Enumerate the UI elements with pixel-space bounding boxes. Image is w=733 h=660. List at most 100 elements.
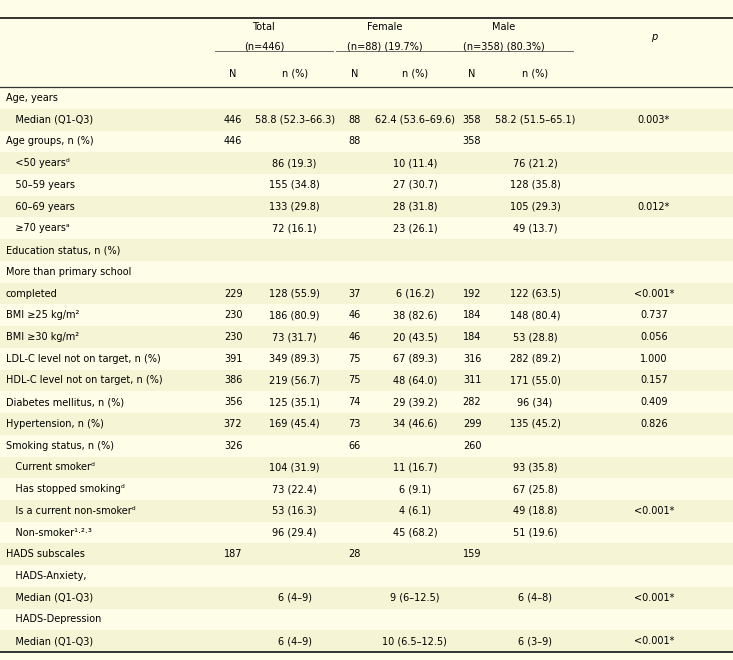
Text: 66: 66	[349, 441, 361, 451]
Text: 0.056: 0.056	[640, 332, 668, 342]
Text: 230: 230	[224, 310, 243, 320]
Text: 73 (22.4): 73 (22.4)	[272, 484, 317, 494]
Text: 0.409: 0.409	[640, 397, 668, 407]
Text: 53 (16.3): 53 (16.3)	[273, 506, 317, 516]
Text: 75: 75	[348, 376, 361, 385]
Bar	[0, 413, 733, 435]
Text: 316: 316	[463, 354, 482, 364]
Bar	[0, 478, 733, 500]
Text: 0.737: 0.737	[640, 310, 668, 320]
Text: 6 (16.2): 6 (16.2)	[396, 288, 434, 298]
Text: 446: 446	[224, 115, 243, 125]
Bar	[0, 348, 733, 370]
Text: 386: 386	[224, 376, 243, 385]
Text: 9 (6–12.5): 9 (6–12.5)	[390, 593, 440, 603]
Text: More than primary school: More than primary school	[6, 267, 131, 277]
Text: 60–69 years: 60–69 years	[6, 202, 75, 212]
Text: 187: 187	[224, 549, 243, 559]
Text: Is a current non-smokerᵈ: Is a current non-smokerᵈ	[6, 506, 136, 516]
Text: N: N	[229, 69, 237, 79]
Text: 86 (19.3): 86 (19.3)	[273, 158, 317, 168]
Text: HADS-Depression: HADS-Depression	[6, 614, 101, 624]
Bar	[0, 391, 733, 413]
Bar	[0, 109, 733, 131]
Text: 38 (82.6): 38 (82.6)	[393, 310, 437, 320]
Text: N: N	[468, 69, 476, 79]
Bar	[0, 152, 733, 174]
Text: Hypertension, n (%): Hypertension, n (%)	[6, 419, 104, 429]
Text: 184: 184	[463, 332, 482, 342]
Text: Median (Q1-Q3): Median (Q1-Q3)	[6, 636, 93, 646]
Text: 128 (35.8): 128 (35.8)	[509, 180, 561, 190]
Text: 125 (35.1): 125 (35.1)	[269, 397, 320, 407]
Text: <0.001*: <0.001*	[633, 506, 674, 516]
Text: Total: Total	[252, 22, 276, 32]
Text: Median (Q1-Q3): Median (Q1-Q3)	[6, 593, 93, 603]
Text: 76 (21.2): 76 (21.2)	[512, 158, 558, 168]
Text: 148 (80.4): 148 (80.4)	[510, 310, 560, 320]
Text: 326: 326	[224, 441, 243, 451]
Bar	[0, 435, 733, 457]
Text: LDL-C level not on target, n (%): LDL-C level not on target, n (%)	[6, 354, 161, 364]
Text: completed: completed	[6, 288, 58, 298]
Text: 46: 46	[349, 332, 361, 342]
Text: Diabetes mellitus, n (%): Diabetes mellitus, n (%)	[6, 397, 124, 407]
Text: 260: 260	[463, 441, 482, 451]
Text: 349 (89.3): 349 (89.3)	[270, 354, 320, 364]
Text: 88: 88	[349, 115, 361, 125]
Bar	[0, 521, 733, 543]
Text: Has stopped smokingᵈ: Has stopped smokingᵈ	[6, 484, 125, 494]
Text: 159: 159	[463, 549, 482, 559]
Text: 282: 282	[463, 397, 482, 407]
Text: 356: 356	[224, 397, 243, 407]
Text: ≥70 yearsᵃ: ≥70 yearsᵃ	[6, 223, 70, 234]
Bar	[0, 587, 733, 609]
Text: 1.000: 1.000	[640, 354, 668, 364]
Bar	[0, 609, 733, 630]
Text: 96 (34): 96 (34)	[517, 397, 553, 407]
Text: 0.157: 0.157	[640, 376, 668, 385]
Text: 67 (89.3): 67 (89.3)	[393, 354, 437, 364]
Text: 0.003*: 0.003*	[638, 115, 670, 125]
Bar	[0, 457, 733, 478]
Text: 62.4 (53.6–69.6): 62.4 (53.6–69.6)	[375, 115, 455, 125]
Text: 29 (39.2): 29 (39.2)	[393, 397, 437, 407]
Text: Male: Male	[492, 22, 515, 32]
Text: n (%): n (%)	[281, 69, 308, 79]
Text: 105 (29.3): 105 (29.3)	[509, 202, 561, 212]
Text: 372: 372	[224, 419, 243, 429]
Bar	[0, 326, 733, 348]
Text: 88: 88	[349, 137, 361, 147]
Bar	[0, 196, 733, 218]
Text: 104 (31.9): 104 (31.9)	[270, 463, 320, 473]
Text: 391: 391	[224, 354, 243, 364]
Text: 311: 311	[463, 376, 482, 385]
Text: HADS subscales: HADS subscales	[6, 549, 85, 559]
Text: Age groups, n (%): Age groups, n (%)	[6, 137, 94, 147]
Text: BMI ≥30 kg/m²: BMI ≥30 kg/m²	[6, 332, 79, 342]
Bar	[0, 565, 733, 587]
Text: 23 (26.1): 23 (26.1)	[393, 223, 437, 234]
Text: 73: 73	[349, 419, 361, 429]
Text: 184: 184	[463, 310, 482, 320]
Text: HDL-C level not on target, n (%): HDL-C level not on target, n (%)	[6, 376, 163, 385]
Bar	[0, 282, 733, 304]
Text: HADS-Anxiety,: HADS-Anxiety,	[6, 571, 86, 581]
Text: Age, years: Age, years	[6, 93, 58, 103]
Text: Female: Female	[367, 22, 402, 32]
Text: 171 (55.0): 171 (55.0)	[509, 376, 561, 385]
Text: 75: 75	[348, 354, 361, 364]
Text: 28: 28	[349, 549, 361, 559]
Text: N: N	[351, 69, 358, 79]
Text: 72 (16.1): 72 (16.1)	[273, 223, 317, 234]
Text: 27 (30.7): 27 (30.7)	[392, 180, 438, 190]
Text: 34 (46.6): 34 (46.6)	[393, 419, 437, 429]
Text: 219 (56.7): 219 (56.7)	[269, 376, 320, 385]
Bar	[0, 304, 733, 326]
Text: 122 (63.5): 122 (63.5)	[509, 288, 561, 298]
Text: 49 (18.8): 49 (18.8)	[513, 506, 557, 516]
Bar	[0, 261, 733, 282]
Text: 10 (6.5–12.5): 10 (6.5–12.5)	[383, 636, 447, 646]
Text: 10 (11.4): 10 (11.4)	[393, 158, 437, 168]
Text: (n=88) (19.7%): (n=88) (19.7%)	[347, 42, 423, 51]
